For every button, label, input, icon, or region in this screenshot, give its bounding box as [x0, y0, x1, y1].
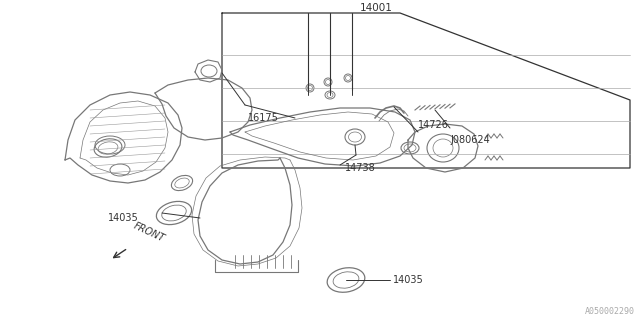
- Text: 14726: 14726: [418, 120, 449, 130]
- Text: FRONT: FRONT: [132, 221, 166, 244]
- Text: 14035: 14035: [393, 275, 424, 285]
- Text: 14035: 14035: [108, 213, 139, 223]
- Text: 16175: 16175: [248, 113, 279, 123]
- Text: 14738: 14738: [345, 163, 376, 173]
- Text: A050002290: A050002290: [585, 307, 635, 316]
- Text: J080624: J080624: [450, 135, 490, 145]
- Text: 14001: 14001: [360, 3, 393, 13]
